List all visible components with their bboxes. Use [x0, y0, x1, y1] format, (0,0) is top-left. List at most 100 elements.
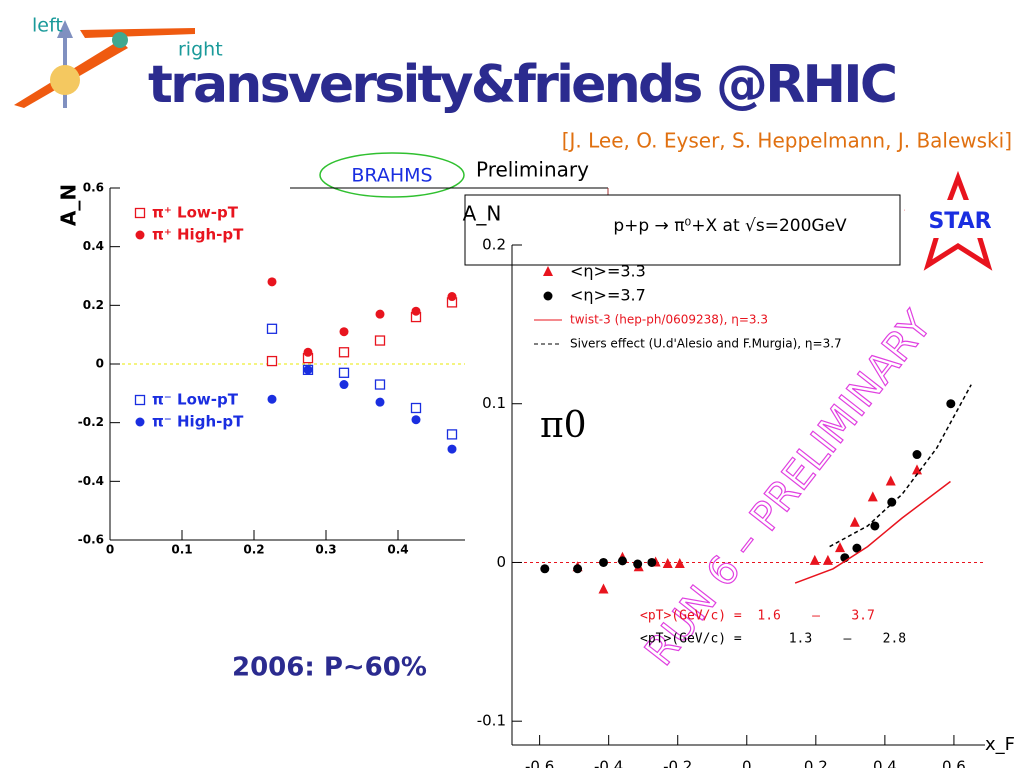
marker: [135, 417, 145, 427]
y-tick-label: 0: [496, 553, 506, 571]
y-tick-label: 0.4: [83, 239, 104, 253]
x-tick-label: -0.2: [663, 758, 692, 768]
marker: [598, 583, 609, 594]
marker: [870, 521, 880, 531]
curve: [794, 480, 951, 584]
legend-label: Sivers effect (U.d'Alesio and F.Murgia),…: [570, 337, 842, 351]
marker: [411, 306, 421, 316]
x-axis-label: x_F: [985, 734, 1015, 755]
y-tick-label: 0.2: [482, 236, 506, 254]
marker: [911, 464, 922, 475]
legend-label: π⁻ Low-pT: [152, 391, 239, 409]
marker: [410, 402, 422, 414]
marker: [633, 559, 643, 569]
marker: [662, 558, 673, 569]
marker: [135, 230, 145, 240]
marker: [267, 394, 277, 404]
marker: [543, 291, 553, 301]
y-tick-label: 0.2: [83, 298, 104, 312]
pt-range: <pT>(GeV/c) = 1.3 – 2.8: [640, 632, 906, 647]
marker: [809, 554, 820, 565]
marker: [885, 475, 896, 486]
legend-label: <η>=3.3: [570, 262, 646, 281]
marker: [338, 347, 350, 358]
logo-right: right: [178, 39, 223, 61]
legend-label: π⁺ High-pT: [152, 226, 244, 244]
brahms-chart: -0.6 -0.4 -0.2 0 0.2 0.4 0.6 0 0.1 0.2 0.3 0.4 π⁺ Lo…: [57, 181, 470, 557]
logo: [14, 20, 195, 108]
marker: [266, 323, 278, 334]
brahms-label: BRAHMS: [351, 165, 432, 187]
marker: [573, 564, 583, 574]
marker: [303, 365, 313, 375]
marker: [946, 399, 956, 409]
legend-label: twist-3 (hep-ph/0609238), η=3.3: [570, 313, 768, 327]
y-tick-label: 0: [96, 357, 104, 371]
marker: [598, 557, 608, 567]
marker: [374, 335, 386, 346]
marker: [447, 444, 457, 454]
marker: [647, 557, 657, 567]
pt-range: <pT>(GeV/c) = 1.6 – 3.7: [640, 609, 875, 624]
polarization-note: 2006: P~60%: [232, 653, 427, 683]
x-tick-label: -0.4: [594, 758, 623, 768]
x-tick-label: 0.2: [804, 758, 828, 768]
x-tick-label: 0.4: [387, 543, 408, 557]
star-header-box: [464, 194, 901, 266]
marker: [447, 292, 457, 302]
marker: [543, 266, 553, 276]
y-tick-label: 0.6: [83, 181, 104, 195]
marker: [134, 207, 146, 219]
y-axis-label: A_N: [57, 184, 81, 226]
star-panel: [465, 230, 1024, 768]
legend-marker: [135, 417, 145, 427]
marker: [887, 497, 897, 507]
marker: [617, 556, 627, 566]
legend-marker: [543, 266, 553, 276]
marker: [540, 564, 550, 574]
marker: [303, 347, 313, 357]
x-tick-label: 0.1: [171, 543, 192, 557]
marker: [134, 394, 146, 406]
marker: [867, 491, 878, 502]
marker: [267, 277, 277, 287]
legend-label: <η>=3.7: [570, 286, 646, 305]
curve: [829, 384, 972, 548]
y-tick-label: 0.1: [482, 394, 506, 412]
legend-marker: [135, 230, 145, 240]
legend-label: π⁺ Low-pT: [152, 204, 239, 222]
slide-title: transversity&friends @RHIC: [148, 55, 898, 115]
marker: [374, 379, 386, 390]
marker: [912, 450, 922, 460]
legend-marker: [134, 207, 146, 219]
chart-title: p+p → π⁰+X at √s=200GeV: [613, 216, 847, 236]
x-tick-label: 0.4: [873, 758, 897, 768]
pi0-label: π0: [540, 405, 587, 446]
brahms-ring: [319, 152, 465, 198]
x-tick-label: 0: [742, 758, 752, 768]
marker: [852, 543, 862, 553]
star-label: STAR: [928, 209, 991, 234]
marker: [375, 309, 385, 319]
y-axis-label: A_N: [463, 202, 502, 226]
x-tick-label: 0: [106, 543, 114, 557]
legend-label: π⁻ High-pT: [152, 413, 244, 431]
y-tick-label: -0.6: [78, 533, 104, 547]
marker: [266, 355, 278, 367]
marker: [339, 327, 349, 337]
marker: [339, 380, 349, 390]
marker: [411, 415, 421, 425]
star-logo: [903, 170, 1015, 271]
preliminary: Preliminary: [476, 158, 589, 182]
marker: [834, 542, 845, 553]
y-tick-label: -0.2: [78, 415, 104, 429]
x-tick-label: 0.3: [315, 543, 336, 557]
y-tick-label: -0.1: [477, 712, 506, 730]
marker: [375, 397, 385, 407]
x-tick-label: 0.6: [942, 758, 966, 768]
x-tick-label: -0.6: [525, 758, 554, 768]
marker: [674, 558, 685, 569]
marker: [446, 429, 458, 440]
